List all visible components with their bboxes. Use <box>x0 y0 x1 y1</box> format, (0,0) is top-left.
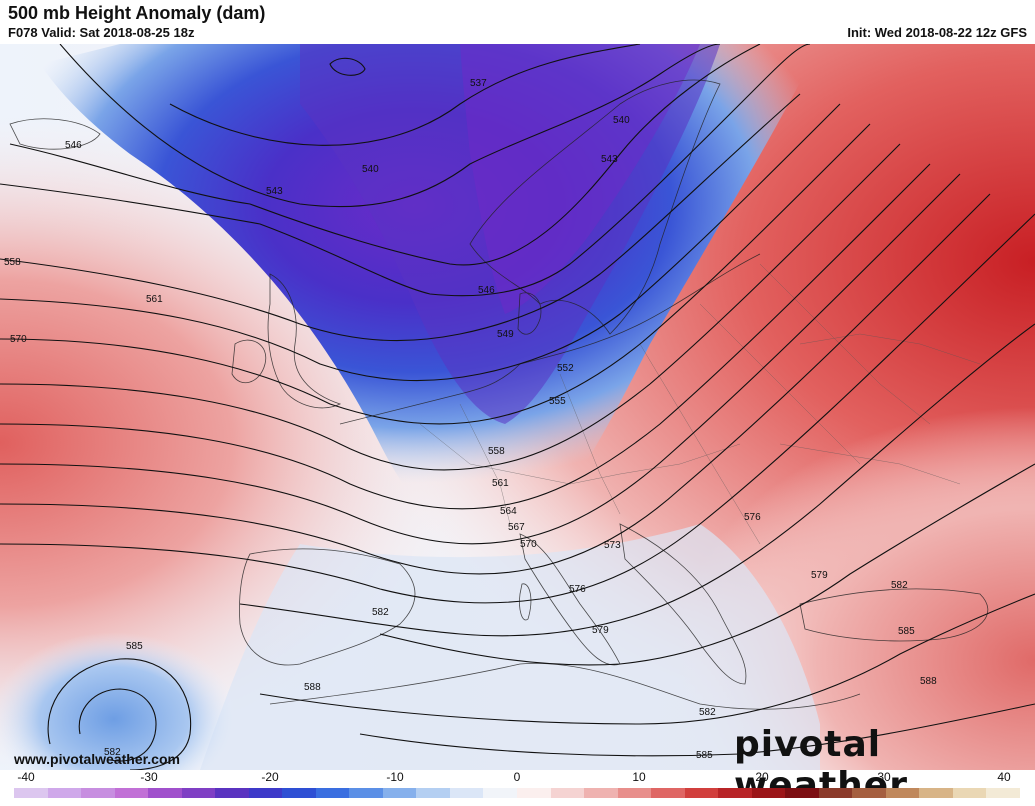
contour-label: 588 <box>920 676 937 687</box>
colorbar-tick: 0 <box>513 770 521 784</box>
colorbar-swatch <box>14 788 48 798</box>
contour-label: 570 <box>520 539 537 550</box>
colorbar: -40 -30 -20 -10 0 10 20 30 40 <box>14 770 1020 800</box>
colorbar-tick: -30 <box>140 770 158 784</box>
contour-label: 579 <box>811 570 828 581</box>
colorbar-swatch <box>248 788 283 798</box>
colorbar-swatch <box>114 788 149 798</box>
colorbar-swatch <box>818 788 853 798</box>
contour-label: 576 <box>569 584 586 595</box>
colorbar-swatch <box>81 788 115 798</box>
colorbar-swatch <box>584 788 618 798</box>
colorbar-swatch <box>47 788 82 798</box>
contour-label: 576 <box>744 512 761 523</box>
contour-label: 585 <box>696 750 713 761</box>
colorbar-swatch <box>349 788 383 798</box>
contour-label: 549 <box>497 329 514 340</box>
brand-logo: pivotal weather <box>734 724 908 806</box>
contour-label: 543 <box>601 154 618 165</box>
colorbar-swatch <box>684 788 719 798</box>
website-url: www.pivotalweather.com <box>14 751 180 767</box>
colorbar-strip <box>14 788 1020 798</box>
contour-label: 582 <box>699 707 716 718</box>
colorbar-swatch <box>449 788 484 798</box>
contour-label: 582 <box>891 580 908 591</box>
contour-label: 543 <box>266 186 283 197</box>
colorbar-swatch <box>181 788 216 798</box>
contour-label: 546 <box>478 285 495 296</box>
colorbar-tick: -40 <box>17 770 35 784</box>
colorbar-swatch <box>919 788 953 798</box>
colorbar-swatch <box>315 788 350 798</box>
colorbar-swatch <box>885 788 920 798</box>
colorbar-swatch <box>751 788 786 798</box>
contour-label: 537 <box>470 78 487 89</box>
colorbar-swatch <box>382 788 417 798</box>
contour-label: 564 <box>500 506 517 517</box>
colorbar-swatch <box>651 788 685 798</box>
contour-label: 561 <box>146 294 163 305</box>
valid-time: F078 Valid: Sat 2018-08-25 18z <box>8 25 195 40</box>
contour-labels: 537 540 540 543 543 546 546 549 552 555 … <box>4 78 937 761</box>
colorbar-swatch <box>282 788 316 798</box>
map-panel[interactable]: 537 540 540 543 543 546 546 549 552 555 … <box>0 44 1035 770</box>
colorbar-swatch <box>215 788 249 798</box>
colorbar-swatch <box>148 788 182 798</box>
colorbar-swatch <box>550 788 585 798</box>
contour-label: 558 <box>4 257 21 268</box>
contour-label: 540 <box>362 164 379 175</box>
contour-label: 567 <box>508 522 525 533</box>
anomaly-cutoff-low <box>0 44 1035 770</box>
contour-label: 588 <box>304 682 321 693</box>
colorbar-tick: -20 <box>261 770 279 784</box>
contour-label: 585 <box>898 626 915 637</box>
contour-label: 561 <box>492 478 509 489</box>
header: 500 mb Height Anomaly (dam) F078 Valid: … <box>0 0 1035 44</box>
contour-label: 546 <box>65 140 82 151</box>
colorbar-swatch <box>785 788 819 798</box>
colorbar-swatch <box>617 788 652 798</box>
colorbar-swatch <box>416 788 450 798</box>
borders <box>419 263 981 545</box>
contour-label: 558 <box>488 446 505 457</box>
colorbar-tick: -10 <box>386 770 404 784</box>
contour-label: 582 <box>372 607 389 618</box>
colorbar-swatch <box>483 788 517 798</box>
colorbar-swatch <box>952 788 987 798</box>
contour-label: 579 <box>592 625 609 636</box>
colorbar-swatch <box>986 788 1020 798</box>
anomaly-map: 537 540 540 543 543 546 546 549 552 555 … <box>0 44 1035 770</box>
colorbar-tick: 20 <box>755 770 769 784</box>
colorbar-swatch <box>516 788 551 798</box>
init-time: Init: Wed 2018-08-22 12z GFS <box>847 25 1027 40</box>
contour-label: 573 <box>604 540 621 551</box>
colorbar-tick: 10 <box>632 770 646 784</box>
colorbar-swatch <box>718 788 752 798</box>
colorbar-tick: 30 <box>877 770 891 784</box>
contour-label: 540 <box>613 115 630 126</box>
contour-label: 570 <box>10 334 27 345</box>
colorbar-tick: 40 <box>997 770 1011 784</box>
contour-label: 585 <box>126 641 143 652</box>
contour-label: 555 <box>549 396 566 407</box>
height-contours <box>0 44 1035 770</box>
map-title: 500 mb Height Anomaly (dam) <box>8 3 266 23</box>
contour-label: 552 <box>557 363 574 374</box>
colorbar-swatch <box>852 788 886 798</box>
contour-label: 582 <box>104 747 121 758</box>
